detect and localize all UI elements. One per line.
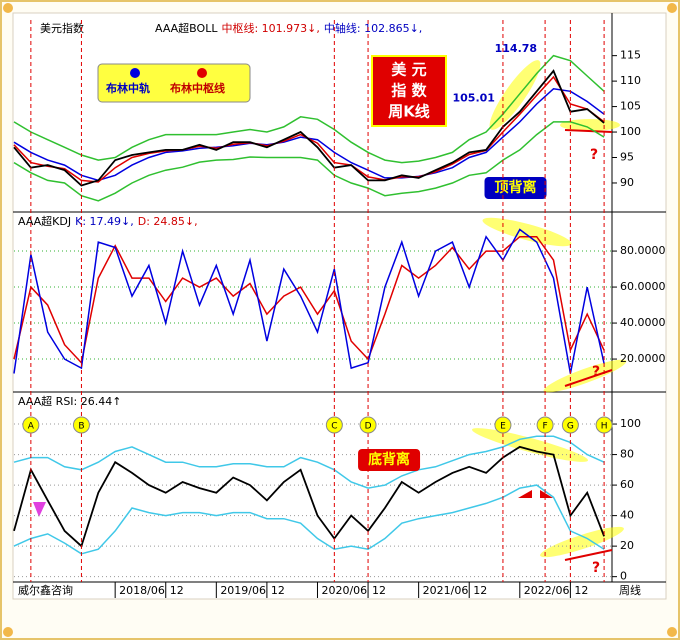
series-line bbox=[13, 435, 605, 489]
badge-text: 周K线 bbox=[388, 103, 430, 121]
signal-badge bbox=[359, 416, 377, 434]
tag-text: 底背离 bbox=[368, 451, 410, 468]
y-tick-label: 0 bbox=[620, 570, 627, 583]
series-line bbox=[13, 235, 605, 365]
panel-label: AAA超BOLL bbox=[155, 21, 218, 35]
y-tick-label: 20 bbox=[620, 539, 634, 552]
series-line bbox=[13, 445, 605, 548]
series-line bbox=[13, 228, 605, 374]
y-tick-label: 60.0000 bbox=[620, 280, 666, 293]
legend-label: 布林中轨 bbox=[106, 81, 150, 95]
series-line bbox=[13, 54, 605, 164]
x-tick-label: 12 bbox=[170, 584, 184, 597]
question-mark: ??? bbox=[590, 147, 600, 576]
series-line bbox=[13, 121, 605, 202]
readout: 中枢线: 101.973↓, bbox=[221, 21, 319, 35]
y-tick-label: 100 bbox=[620, 417, 641, 430]
signal-badge bbox=[595, 416, 613, 434]
svg-text:?: ? bbox=[592, 364, 600, 380]
chart-title: 美元指数 bbox=[40, 21, 84, 35]
annotation: 105.01 bbox=[452, 92, 494, 105]
signal-badge bbox=[72, 416, 90, 434]
legend-swatch bbox=[197, 68, 207, 78]
y-tick-label: 95 bbox=[620, 151, 634, 164]
svg-text:?: ? bbox=[592, 560, 600, 576]
badge-box bbox=[371, 55, 447, 127]
y-tick-label: 115 bbox=[620, 49, 641, 62]
signal-label: G bbox=[567, 422, 574, 432]
signal-label: E bbox=[500, 422, 506, 432]
tag-box bbox=[358, 449, 421, 471]
x-tick-label: 2020/06 bbox=[321, 584, 367, 597]
signal-badge bbox=[494, 416, 512, 434]
legend-label: 布林中枢线 bbox=[170, 81, 225, 95]
x-tick-label: 12 bbox=[271, 584, 285, 597]
svg-text:?: ? bbox=[590, 147, 598, 163]
panel-label: AAA超KDJ bbox=[18, 214, 71, 228]
signal-label: C bbox=[331, 422, 337, 432]
signal-badge bbox=[22, 416, 40, 434]
signal-marker bbox=[518, 490, 553, 498]
signal-badge bbox=[325, 416, 343, 434]
y-tick-label: 105 bbox=[620, 100, 641, 113]
x-tick-label: 12 bbox=[574, 584, 588, 597]
tag-text: 顶背离 bbox=[495, 179, 537, 196]
panel-label: AAA超 RSI: 26.44↑ bbox=[18, 394, 121, 408]
signal-label: B bbox=[78, 422, 84, 432]
series-line bbox=[13, 484, 605, 555]
signal-label: H bbox=[601, 422, 608, 432]
x-tick-label: 12 bbox=[473, 584, 487, 597]
x-tick-label: 2022/06 bbox=[524, 584, 570, 597]
badge-text: 美 元 bbox=[391, 61, 426, 79]
signal-label: F bbox=[542, 422, 547, 432]
signal-badge bbox=[536, 416, 554, 434]
y-tick-label: 80.0000 bbox=[620, 244, 666, 257]
readout: D: 24.85↓, bbox=[138, 215, 198, 228]
badge-text: 指 数 bbox=[391, 82, 427, 100]
corner-ornaments bbox=[3, 3, 677, 637]
signal-marker bbox=[33, 502, 46, 517]
x-tick-label: 2018/06 bbox=[119, 584, 165, 597]
highlight bbox=[472, 60, 627, 558]
y-tick-label: 90 bbox=[620, 176, 634, 189]
signal-label: D bbox=[365, 422, 372, 432]
y-tick-label: 80 bbox=[620, 448, 634, 461]
legend-swatch bbox=[130, 68, 140, 78]
y-tick-label: 40 bbox=[620, 509, 634, 522]
signal-label: A bbox=[28, 422, 35, 432]
signal-badge bbox=[561, 416, 579, 434]
readout: K: 17.49↓, bbox=[75, 215, 134, 228]
y-tick-label: 100 bbox=[620, 125, 641, 138]
y-tick-label: 20.0000 bbox=[620, 352, 666, 365]
tag-box bbox=[484, 177, 547, 199]
readout: 中轴线: 102.865↓, bbox=[324, 21, 422, 35]
footer-right: 周线 bbox=[619, 583, 641, 597]
x-tick-label: 12 bbox=[372, 584, 386, 597]
x-tick-label: 2021/06 bbox=[423, 584, 469, 597]
series-line bbox=[13, 69, 605, 187]
footer-left: 威尔鑫咨询 bbox=[18, 583, 73, 597]
y-tick-label: 110 bbox=[620, 74, 641, 87]
annotation: 114.78 bbox=[495, 42, 537, 55]
y-tick-label: 40.0000 bbox=[620, 316, 666, 329]
x-tick-label: 2019/06 bbox=[220, 584, 266, 597]
y-tick-label: 60 bbox=[620, 478, 634, 491]
